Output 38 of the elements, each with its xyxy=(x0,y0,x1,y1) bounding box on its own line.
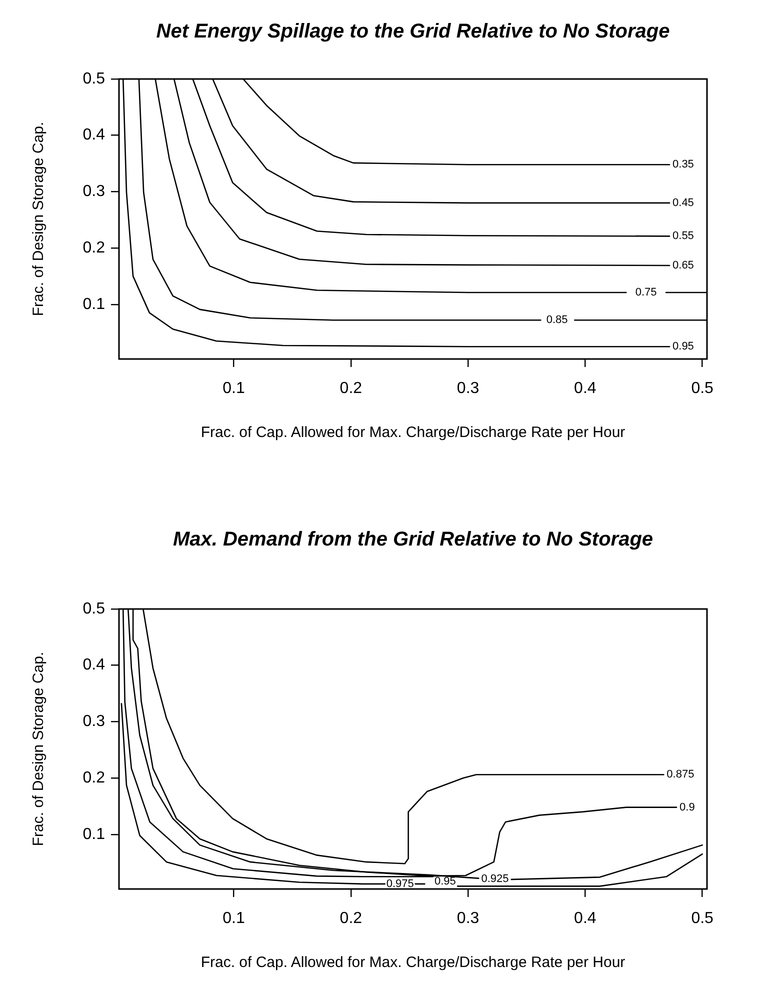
series-label: 0.45 xyxy=(672,196,694,209)
series-label: 0.35 xyxy=(672,158,694,171)
x-tick-label: 0.4 xyxy=(574,380,596,398)
y-tick-label: 0.3 xyxy=(82,183,106,200)
y-tick-label: 0.2 xyxy=(82,239,106,256)
series-label: 0.9 xyxy=(680,801,695,814)
x-tick-label: 0.4 xyxy=(574,910,596,928)
series-label: 0.95 xyxy=(672,340,694,353)
chart-title: Max. Demand from the Grid Relative to No Storage xyxy=(172,528,654,551)
y-tick-label: 0.1 xyxy=(82,296,106,313)
y-tick-label: 0.3 xyxy=(82,713,106,730)
x-tick-label: 0.1 xyxy=(222,910,246,928)
x-tick-label: 0.1 xyxy=(222,380,246,398)
y-tick-label: 0.4 xyxy=(82,656,106,674)
x-tick-label: 0.2 xyxy=(340,910,362,928)
y-tick-label: 0.5 xyxy=(82,600,106,618)
x-axis-title: Frac. of Cap. Allowed for Max. Charge/Discharge Rate per Hour xyxy=(200,424,626,442)
x-axis-title: Frac. of Cap. Allowed for Max. Charge/Discharge Rate per Hour xyxy=(200,954,626,972)
series-label: 0.75 xyxy=(635,286,657,299)
x-tick-label: 0.5 xyxy=(691,910,714,928)
series-label: 0.875 xyxy=(666,768,694,781)
series-label: 0.925 xyxy=(481,872,509,885)
x-tick-label: 0.3 xyxy=(456,910,480,928)
y-tick-label: 0.2 xyxy=(82,769,106,786)
series-label: 0.55 xyxy=(672,230,694,242)
y-tick-label: 0.5 xyxy=(82,70,106,88)
x-tick-label: 0.3 xyxy=(456,380,480,398)
y-tick-label: 0.1 xyxy=(82,826,106,843)
x-tick-label: 0.2 xyxy=(340,380,362,398)
series-label: 0.95 xyxy=(434,875,456,888)
y-tick-label: 0.4 xyxy=(82,126,106,144)
x-tick-label: 0.5 xyxy=(691,380,714,398)
y-axis-title: Frac. of Design Storage Cap. xyxy=(30,652,48,846)
series-label: 0.975 xyxy=(386,878,414,890)
series-label: 0.65 xyxy=(672,260,694,272)
series-label: 0.85 xyxy=(546,314,568,326)
chart-title: Net Energy Spillage to the Grid Relative to No Storage xyxy=(156,20,670,43)
y-axis-title: Frac. of Design Storage Cap. xyxy=(30,122,48,316)
